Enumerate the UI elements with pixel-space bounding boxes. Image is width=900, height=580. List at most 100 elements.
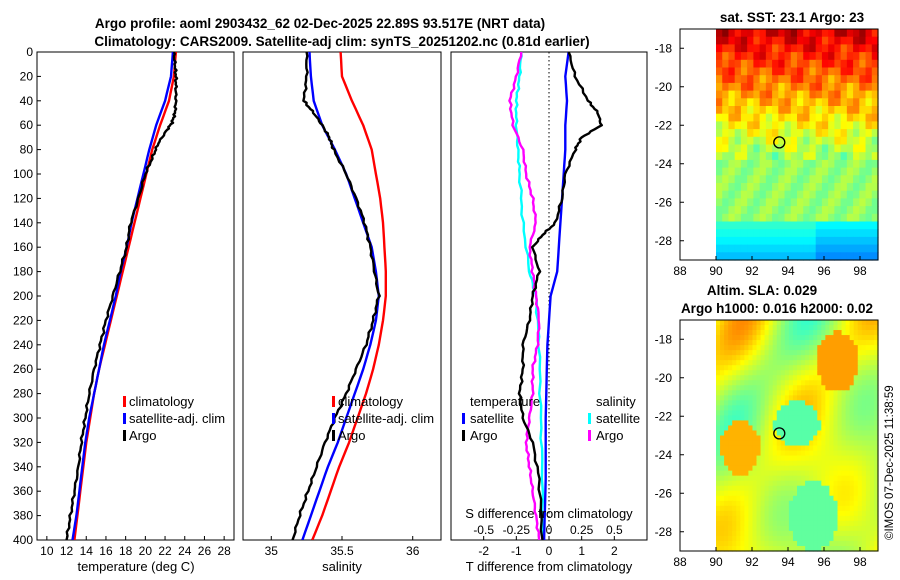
map-cell — [871, 213, 879, 223]
map-cell — [756, 500, 762, 507]
map-cell — [861, 415, 867, 422]
difference-legend: temperature satellite Argo salinity sate… — [462, 394, 640, 443]
map-cell — [797, 485, 802, 492]
map-cell — [841, 365, 847, 371]
map-cell — [837, 540, 843, 547]
map-cell — [859, 229, 867, 238]
sal-diff-tick-label: 0.25 — [570, 523, 594, 537]
map-cell — [809, 198, 817, 207]
map-cell — [857, 510, 863, 517]
map-cell — [871, 44, 879, 53]
map-cell — [821, 510, 826, 517]
map-cell — [805, 455, 810, 462]
map-cell — [797, 450, 802, 457]
map-cell — [817, 435, 822, 442]
map-cell — [784, 159, 792, 169]
map-cell — [817, 500, 822, 507]
map-cell — [809, 252, 817, 261]
map-cell — [815, 152, 823, 161]
map-cell — [857, 355, 863, 361]
map-cell — [829, 430, 835, 437]
map-cell — [748, 445, 754, 452]
map-cell — [865, 465, 871, 472]
map-cell — [869, 465, 875, 472]
depth-tick-label: 280 — [13, 387, 33, 401]
map-cell — [837, 340, 843, 346]
map-cell — [784, 435, 790, 442]
map-cell — [792, 385, 798, 391]
map-cell — [853, 360, 859, 366]
map-cell — [833, 530, 839, 537]
map-cell — [764, 350, 770, 356]
map-cell — [752, 380, 758, 386]
map-cell — [805, 325, 810, 331]
map-cell — [853, 385, 859, 391]
map-cell — [732, 330, 737, 336]
map-cell — [821, 440, 826, 447]
sst-axes — [679, 28, 879, 261]
map-cell — [841, 495, 847, 502]
map-cell — [748, 450, 754, 457]
map-cell — [716, 345, 721, 351]
map-cell — [841, 490, 847, 497]
map-cell — [747, 36, 754, 45]
map-cell — [752, 515, 758, 522]
map-cell — [760, 465, 766, 472]
map-cell — [873, 475, 879, 482]
map-cell — [756, 355, 762, 361]
map-cell — [821, 229, 829, 238]
map-cell — [859, 236, 867, 246]
map-cell — [784, 90, 792, 99]
map-cell — [803, 52, 811, 61]
map-cell — [776, 470, 782, 477]
map-cell — [716, 520, 721, 527]
map-cell — [865, 75, 873, 84]
map-cell — [768, 420, 774, 427]
map-cell — [753, 113, 761, 122]
map-cell — [759, 252, 767, 261]
map-cell — [845, 545, 851, 552]
map-cell — [736, 340, 741, 346]
map-cell — [780, 460, 786, 467]
map-cell — [821, 360, 826, 366]
map-cell — [716, 500, 721, 507]
map-cell — [772, 67, 779, 76]
map-cell — [724, 545, 729, 552]
map-cell — [744, 480, 749, 487]
map-cell — [728, 485, 733, 492]
map-cell — [865, 106, 873, 115]
map-cell — [772, 420, 778, 427]
map-cell — [801, 395, 806, 401]
map-cell — [772, 370, 778, 376]
map-cell — [784, 183, 792, 192]
map-cell — [776, 380, 782, 386]
map-cell — [772, 252, 779, 261]
map-cell — [841, 320, 847, 326]
map-cell — [833, 440, 839, 447]
map-cell — [837, 370, 843, 376]
map-cell — [828, 152, 835, 161]
map-cell — [833, 495, 839, 502]
map-cell — [792, 435, 798, 442]
map-cell — [764, 500, 770, 507]
map-cell — [728, 405, 733, 411]
map-cell — [846, 59, 854, 69]
map-cell — [720, 395, 725, 401]
map-cell — [753, 29, 761, 38]
map-cell — [809, 525, 814, 532]
map-cell — [728, 190, 736, 199]
map-cell — [784, 213, 792, 223]
map-cell — [792, 430, 798, 437]
map-cell — [728, 330, 733, 336]
map-cell — [740, 198, 748, 207]
map-cell — [817, 390, 822, 396]
map-cell — [720, 325, 725, 331]
map-cell — [797, 59, 804, 69]
map-cell — [849, 435, 855, 442]
map-cell — [768, 525, 774, 532]
map-cell — [805, 370, 810, 376]
map-cell — [801, 420, 806, 427]
map-cell — [756, 320, 762, 326]
map-cell — [859, 213, 867, 223]
map-cell — [765, 190, 773, 199]
